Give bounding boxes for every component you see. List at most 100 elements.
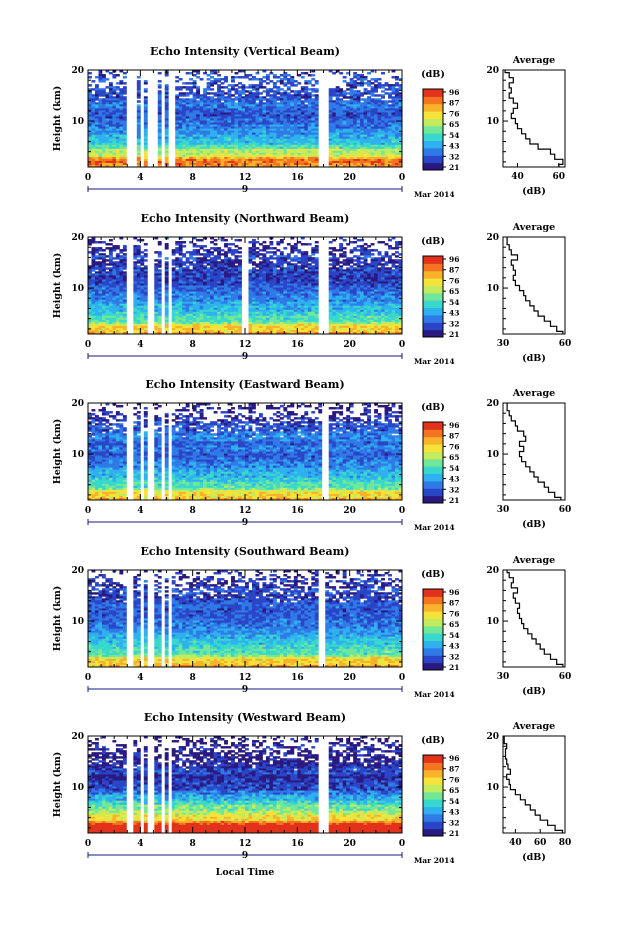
heatmap-cell — [395, 160, 399, 164]
heatmap-cell — [94, 162, 99, 166]
heatmap-cell — [234, 261, 239, 264]
heatmap-cell — [122, 88, 127, 91]
heatmap-cell — [231, 142, 235, 146]
heatmap-cell — [398, 154, 403, 158]
heatmap-cell — [255, 138, 260, 142]
heatmap-cell — [332, 100, 337, 103]
heatmap-cell — [279, 124, 284, 127]
heatmap-cell — [241, 92, 246, 95]
heatmap-cell — [360, 138, 365, 142]
heatmap-cell — [342, 134, 347, 138]
heatmap-cell — [105, 126, 110, 130]
heatmap-cell — [248, 104, 253, 107]
heatmap-cell — [262, 114, 267, 117]
heatmap-cell — [314, 82, 319, 85]
heatmap-cell — [98, 136, 103, 140]
heatmap-cell — [307, 74, 312, 77]
heatmap-cell — [262, 112, 267, 115]
heatmap-cell — [398, 142, 403, 146]
heatmap-cell — [293, 255, 298, 258]
heatmap-cell — [98, 130, 103, 134]
heatmap-cell — [98, 257, 103, 260]
heatmap-cell — [283, 108, 288, 111]
heatmap-cell — [119, 150, 124, 154]
heatmap-cell — [346, 106, 351, 109]
heatmap-cell — [265, 152, 270, 156]
heatmap-cell — [307, 255, 312, 258]
heatmap-cell — [367, 96, 371, 99]
heatmap-cell — [182, 136, 187, 140]
heatmap-cell — [279, 122, 284, 125]
heatmap-cell — [108, 150, 113, 154]
heatmap-cell — [374, 112, 378, 115]
heatmap-cell — [251, 154, 256, 158]
heatmap-cell — [314, 251, 319, 254]
heatmap-cell — [108, 118, 113, 121]
heatmap-cell — [199, 257, 204, 260]
heatmap-cell — [182, 245, 187, 248]
heatmap-cell — [189, 156, 194, 160]
heatmap-cell — [290, 142, 295, 146]
heatmap-cell — [311, 128, 316, 132]
heatmap-cell — [391, 148, 396, 152]
heatmap-cell — [293, 110, 298, 113]
heatmap-cell — [182, 102, 187, 105]
heatmap-cell — [265, 114, 270, 117]
heatmap-cell — [182, 116, 187, 119]
heatmap-cell — [119, 88, 124, 91]
heatmap-cell — [185, 102, 190, 105]
heatmap-cell — [342, 152, 347, 156]
heatmap-cell — [157, 104, 162, 107]
heatmap-cell — [286, 128, 291, 132]
heatmap-cell — [119, 249, 124, 252]
heatmap-cell — [122, 132, 127, 136]
heatmap-cell — [88, 114, 92, 117]
heatmap-cell — [220, 90, 225, 93]
heatmap-cell — [238, 132, 242, 136]
heatmap-cell — [192, 164, 197, 168]
heatmap-cell — [224, 122, 228, 125]
colorbar-frame — [422, 88, 444, 171]
heatmap-cell — [245, 122, 249, 125]
heatmap-cell — [213, 148, 218, 152]
heatmap-cell — [342, 156, 347, 160]
heatmap-cell — [143, 128, 148, 132]
heatmap-cell — [360, 162, 365, 166]
heatmap-cell — [178, 138, 183, 142]
heatmap-cell — [101, 144, 106, 148]
heatmap-cell — [360, 120, 365, 123]
heatmap-cell — [115, 102, 120, 105]
heatmap-cell — [251, 104, 256, 107]
heatmap-cell — [224, 150, 228, 154]
heatmap-cell — [192, 132, 197, 136]
heatmap-cell — [384, 136, 389, 140]
heatmap-cell — [272, 96, 277, 99]
heatmap-cell — [314, 150, 319, 154]
heatmap-cell — [346, 148, 351, 152]
heatmap-cell — [276, 108, 281, 111]
heatmap-cell — [196, 144, 201, 148]
heatmap-cell — [213, 134, 218, 138]
heatmap-cell — [388, 142, 392, 146]
heatmap-cell — [241, 108, 246, 111]
heatmap-cell — [283, 98, 288, 101]
heatmap-cell — [189, 130, 194, 134]
heatmap-cell — [213, 108, 218, 111]
heatmap-cell — [203, 72, 208, 75]
heatmap-cell — [335, 249, 340, 252]
heatmap-cell — [196, 138, 201, 142]
heatmap-cell — [157, 138, 162, 142]
heatmap-cell — [391, 156, 396, 160]
heatmap-cell — [384, 243, 389, 246]
heatmap-cell — [391, 100, 396, 103]
heatmap-cell — [122, 138, 127, 142]
heatmap-cell — [391, 104, 396, 107]
heatmap-cell — [332, 92, 337, 95]
heatmap-cell — [367, 162, 371, 166]
heatmap-cell — [346, 104, 351, 107]
heatmap-cell — [119, 136, 124, 140]
heatmap-cell — [251, 241, 256, 244]
heatmap-cell — [262, 148, 267, 152]
heatmap-cell — [101, 128, 106, 132]
heatmap-cell — [363, 126, 368, 130]
